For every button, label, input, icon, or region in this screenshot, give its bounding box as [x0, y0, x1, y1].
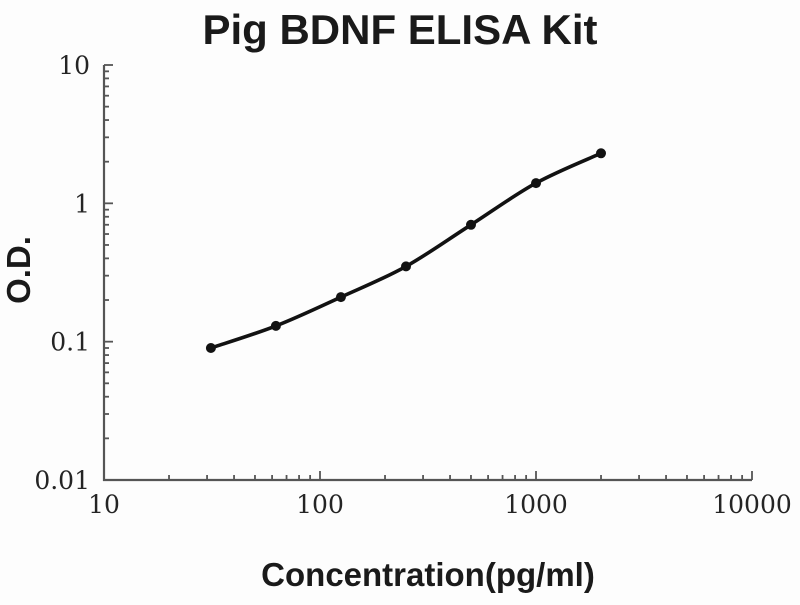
data-point-marker [335, 292, 346, 303]
data-point-marker [270, 320, 281, 331]
chart-title: Pig BDNF ELISA Kit [202, 6, 597, 53]
data-point-marker [531, 178, 541, 189]
x-tick-label: 10 [88, 490, 120, 519]
x-tick-label: 10000 [712, 490, 792, 519]
x-axis-label: Concentration(pg/ml) [261, 556, 595, 593]
y-tick-label: 10 [58, 51, 90, 80]
data-point-marker [205, 343, 216, 353]
x-tick-label: 1000 [504, 490, 568, 519]
x-tick-labels: 10 100 1000 10000 [88, 490, 792, 519]
y-tick-label: 1 [74, 189, 90, 218]
data-points [205, 148, 606, 353]
y-tick-labels: 10 1 0.1 0.01 [34, 51, 90, 495]
x-axis [103, 471, 753, 482]
x-tick-label: 100 [296, 490, 344, 519]
y-axis [102, 64, 113, 481]
data-point-marker [466, 219, 476, 230]
data-point-marker [596, 148, 606, 159]
y-axis-label: O.D. [0, 236, 37, 304]
y-tick-label: 0.1 [50, 328, 90, 357]
standard-curve-line [209, 151, 603, 350]
y-tick-label: 0.01 [34, 466, 90, 495]
data-point-marker [401, 261, 411, 272]
